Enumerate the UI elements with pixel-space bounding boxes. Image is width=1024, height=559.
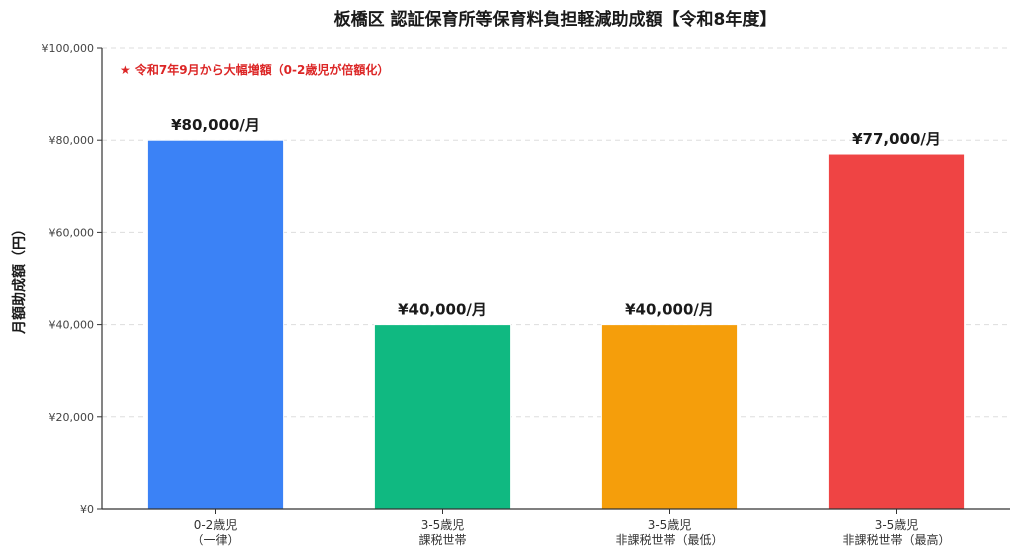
bars (146, 139, 966, 510)
x-tick-label: 3-5歳児 (648, 518, 692, 532)
bar-value-label: ¥40,000/月 (625, 301, 714, 319)
x-tick-label: 0-2歳児 (194, 518, 238, 532)
bar-value-label: ¥40,000/月 (398, 301, 487, 319)
bar-value-label: ¥80,000/月 (171, 116, 260, 134)
x-tick-label: 課税世帯 (418, 532, 466, 547)
y-axis-label: 月額助成額（円） (11, 222, 28, 335)
y-tick-label: ¥0 (80, 503, 94, 516)
x-axis-ticks: 0-2歳児（一律）3-5歳児課税世帯3-5歳児非課税世帯（最低）3-5歳児非課税… (191, 509, 951, 547)
x-tick-label: 3-5歳児 (421, 518, 465, 532)
x-tick-label: 3-5歳児 (875, 518, 919, 532)
x-tick-label: 非課税世帯（最低） (615, 532, 723, 547)
bar (827, 153, 966, 510)
chart-title: 板橋区 認証保育所等保育料負担軽減助成額【令和8年度】 (334, 9, 777, 30)
y-tick-label: ¥100,000 (42, 42, 95, 55)
bar (146, 139, 285, 510)
annotation-note: ★ 令和7年9月から大幅増額（0-2歳児が倍額化） (120, 62, 389, 77)
value-labels: ¥80,000/月 ¥40,000/月 ¥40,000/月 ¥77,000/月 (171, 116, 941, 318)
bar-value-label: ¥77,000/月 (852, 130, 941, 148)
y-tick-label: ¥80,000 (49, 134, 95, 147)
bar (373, 324, 512, 510)
y-tick-label: ¥20,000 (49, 411, 95, 424)
y-tick-label: ¥60,000 (49, 226, 95, 239)
y-tick-label: ¥40,000 (49, 319, 95, 332)
bar (600, 324, 739, 510)
y-axis-ticks: ¥0 ¥20,000 ¥40,000 ¥60,000 ¥80,000 ¥100,000 (42, 42, 102, 516)
x-tick-label: （一律） (191, 533, 239, 547)
x-tick-label: 非課税世帯（最高） (842, 532, 950, 547)
